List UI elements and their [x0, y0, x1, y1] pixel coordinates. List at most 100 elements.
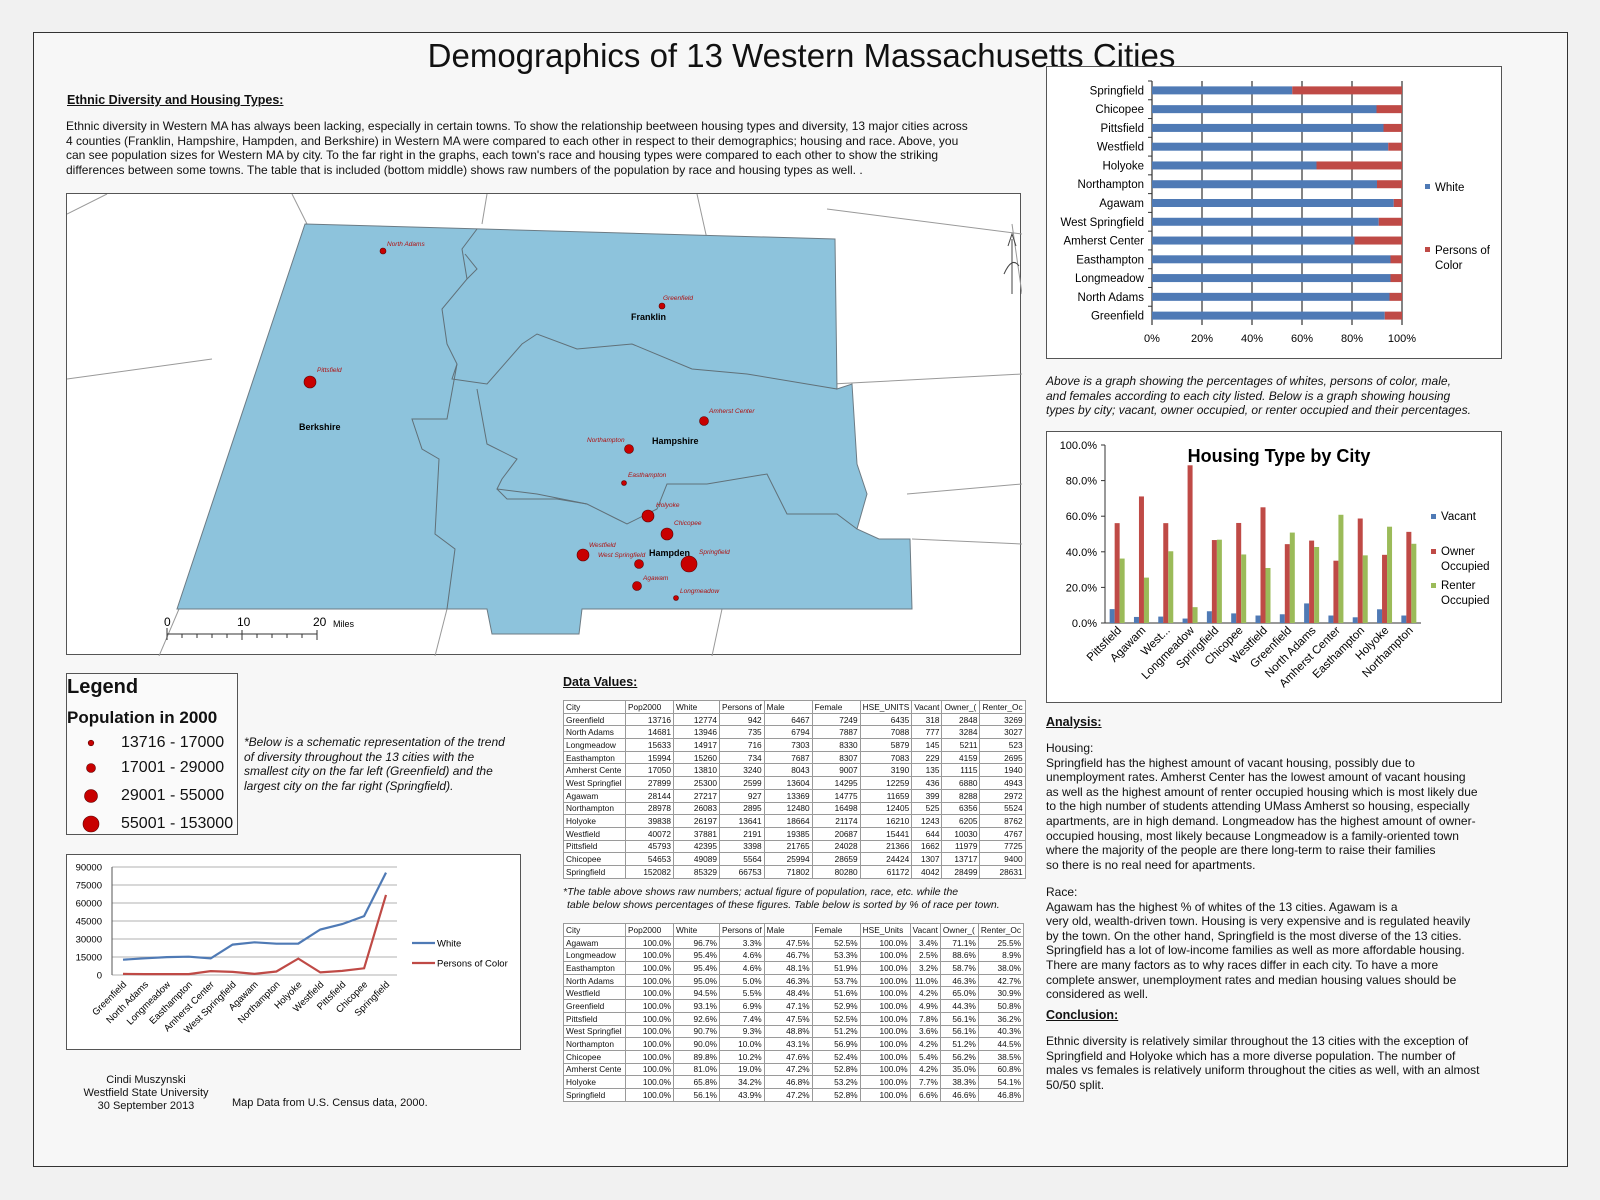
table-cell: 17050: [625, 763, 674, 778]
legend-dot-1: [87, 739, 95, 747]
legend-dot-4: [82, 815, 100, 833]
table-cell: 3190: [859, 763, 913, 778]
table-cell: Springfield: [563, 1087, 626, 1102]
table-cell: 3269: [979, 712, 1026, 727]
table-cell: 53.2%: [811, 1075, 861, 1089]
analysis-race: Race: Agawam has the highest % of whites…: [1046, 885, 1516, 1002]
table-cell: 5524: [979, 801, 1026, 816]
table-row: Agawam 100.0% 96.7% 3.3% 47.5% 52.5% 100.0% 3.4…: [563, 935, 1025, 950]
table-cell: 100.0%: [859, 973, 911, 988]
column-header: Renter_Oc: [979, 700, 1026, 714]
table-cell: 2.5%: [909, 948, 941, 963]
table-cell: 65.8%: [673, 1075, 720, 1089]
table-cell: 53.3%: [811, 948, 861, 963]
table-cell: 6.9%: [719, 999, 765, 1013]
table-cell: 100.0%: [859, 1062, 911, 1077]
city-label: Pittsfield: [317, 367, 342, 374]
y-tick-label: Holyoke: [1102, 160, 1144, 172]
table-cell: 3.4%: [909, 935, 941, 950]
table-row: Greenfield 13716 12774 942 6467 7249 6435 318 28…: [563, 712, 1026, 727]
legend-label-white: White: [1435, 182, 1464, 194]
table-cell: 8.9%: [977, 948, 1025, 963]
schematic-note-line: of diversity throughout the 13 cities wi…: [244, 749, 475, 764]
analysis-line: to the high number of students attending…: [1046, 799, 1470, 814]
table-cell: 4943: [979, 776, 1026, 790]
table-cell: 38.3%: [939, 1075, 979, 1089]
graph-note: Above is a graph showing the percentages…: [1046, 374, 1516, 418]
bar-segment: [1152, 161, 1317, 170]
bar: [1377, 609, 1383, 623]
y-tick-label: Agawam: [1099, 198, 1144, 210]
table-row: Westfield 40072 37881 2191 19385 20687 15441 64…: [563, 826, 1026, 841]
city-dot-easthampton: [621, 480, 627, 486]
table-cell: 9.3%: [719, 1024, 765, 1039]
data-values-heading: Data Values:: [563, 675, 638, 689]
table-cell: Agawam: [563, 788, 626, 803]
table-cell: 3284: [941, 725, 981, 740]
table-cell: 38.0%: [977, 961, 1025, 975]
bar-segment: [1152, 123, 1384, 132]
table-cell: 14681: [625, 725, 674, 740]
table-cell: 13716: [625, 712, 674, 727]
table-cell: 4767: [979, 826, 1026, 841]
legend-swatch: [1431, 549, 1436, 554]
table-cell: 19.0%: [719, 1062, 765, 1077]
table-cell: 52.8%: [811, 1062, 861, 1077]
table-row: Longmeadow 15633 14917 716 7303 8330 5879 145 52…: [563, 738, 1026, 752]
table-cell: 100.0%: [859, 1075, 911, 1089]
table-row: Holyoke 100.0% 65.8% 34.2% 46.8% 53.2% 100.0% 7…: [563, 1075, 1025, 1089]
bar: [1206, 611, 1212, 623]
table-cell: 25300: [673, 776, 720, 790]
table-cell: 100.0%: [625, 999, 674, 1013]
bar: [1362, 555, 1368, 623]
table-cell: 4.2%: [909, 986, 941, 1001]
table-cell: 5879: [859, 738, 913, 752]
table-cell: 71.1%: [939, 935, 979, 950]
table-cell: 14775: [811, 788, 861, 803]
analysis-line: There are many factors as to why races d…: [1046, 957, 1439, 972]
table-cell: West Springfiel: [563, 1024, 626, 1039]
bar-segment: [1152, 86, 1293, 95]
table-cell: 52.8%: [811, 1087, 861, 1102]
table-cell: 12480: [763, 801, 813, 816]
table-cell: 644: [911, 826, 943, 841]
table-cell: 34.2%: [719, 1075, 765, 1089]
intro-line: can see population sizes for Western MA …: [66, 148, 939, 163]
percent-data-table: City Pop2000 White Persons of Male Female HSE_…: [563, 923, 1025, 1102]
city-label: Springfield: [699, 549, 730, 556]
city-label: Northampton: [587, 437, 625, 444]
bar-segment: [1376, 105, 1402, 114]
table-cell: 28978: [625, 801, 674, 816]
table-cell: 47.5%: [763, 1011, 813, 1026]
y-tick-label: 0: [97, 971, 102, 982]
race-label: Race:: [1046, 885, 1078, 899]
column-header: Vacant: [909, 923, 941, 937]
table-cell: Springfield: [563, 864, 626, 879]
table2-wrap: City Pop2000 White Persons of Male Female HSE_…: [563, 923, 1025, 1102]
bar: [1333, 560, 1339, 623]
table-cell: 3.6%: [909, 1024, 941, 1039]
legend-class-3: 29001 - 55000: [121, 787, 225, 804]
legend-title: Legend: [67, 676, 139, 698]
y-tick-label: Springfield: [1090, 85, 1144, 97]
bar: [1387, 526, 1393, 623]
y-tick-label: 30000: [76, 935, 102, 946]
bar-segment: [1390, 255, 1402, 264]
table-row: Westfield 100.0% 94.5% 5.5% 48.4% 51.6% 100.0%…: [563, 986, 1025, 1001]
table-cell: 71802: [763, 864, 813, 879]
graph-note-line: and females according to each city liste…: [1046, 388, 1451, 403]
bar-segment: [1152, 105, 1377, 114]
table-cell: 47.2%: [763, 1062, 813, 1077]
city-dot-west-springfield: [634, 559, 644, 569]
y-tick-label: 75000: [76, 881, 102, 892]
table-cell: 44.5%: [977, 1037, 1025, 1051]
housing-chart-frame: Housing Type by City 0.0% 20.0% 40.0% 60.0% 8…: [1046, 431, 1502, 703]
table-cell: 5211: [941, 738, 981, 752]
bar: [1216, 539, 1222, 623]
bar-segment: [1152, 142, 1389, 151]
city-label: North Adams: [387, 241, 425, 248]
column-header: Female: [811, 923, 861, 937]
table-row: Springfield 152082 85329 66753 71802 80280 611…: [563, 864, 1026, 879]
table-cell: 1115: [941, 763, 981, 778]
bar: [1133, 616, 1139, 623]
